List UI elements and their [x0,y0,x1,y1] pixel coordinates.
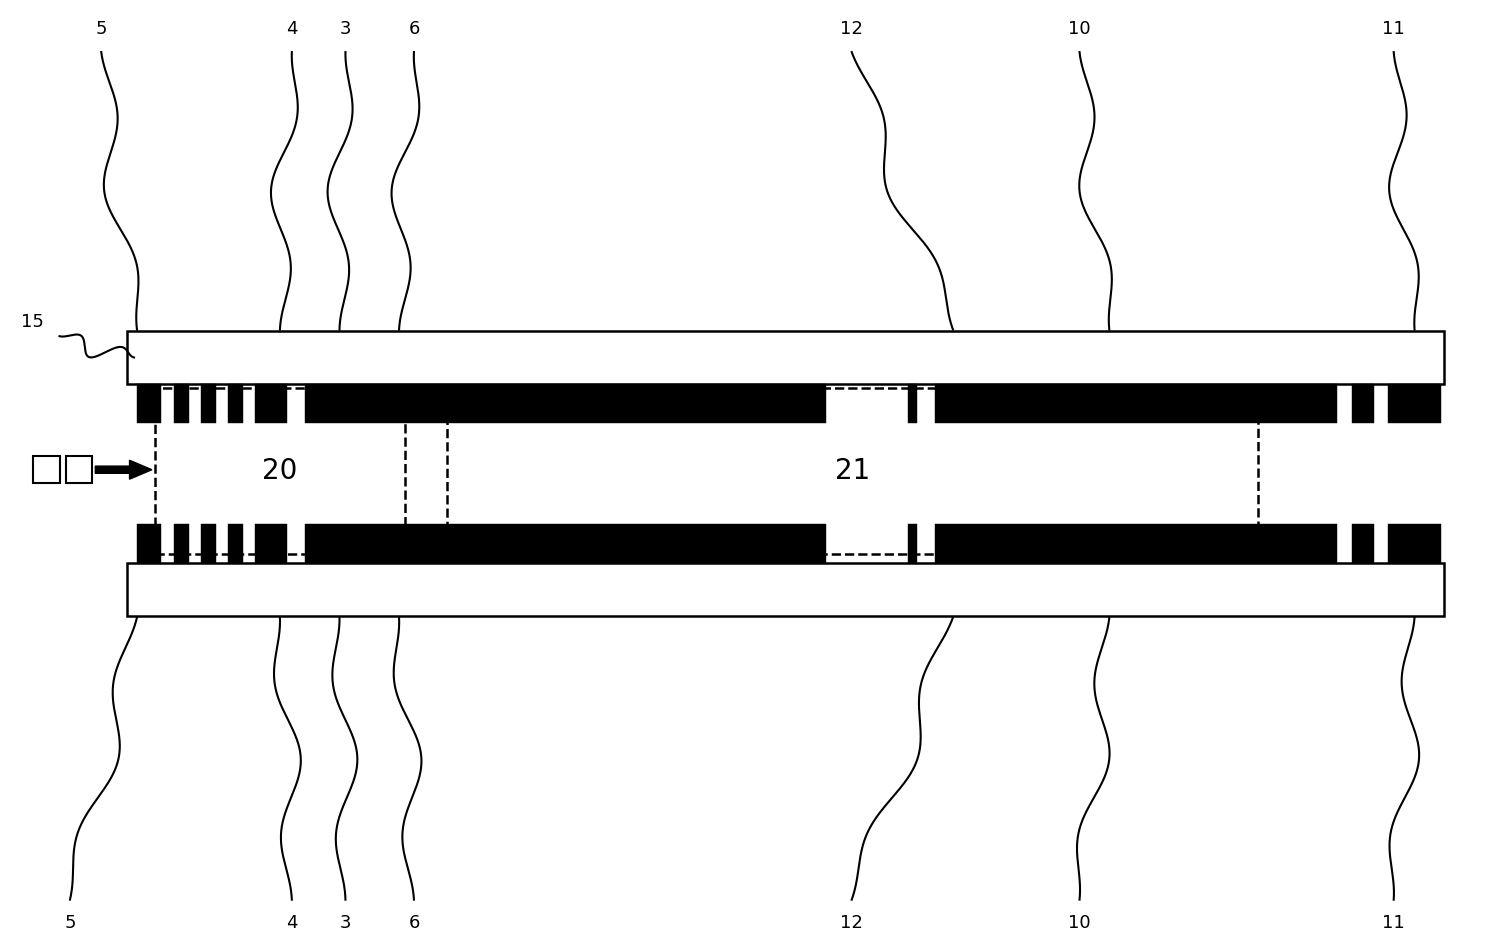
Text: 12: 12 [840,914,864,932]
Bar [908,524,917,563]
Bar [1352,524,1374,563]
Bar [201,384,216,423]
FancyArrow shape [95,460,152,479]
Bar [1352,384,1374,423]
Text: 11: 11 [1382,914,1406,932]
Bar [228,524,243,563]
Bar [1388,524,1441,563]
Bar [127,563,1444,616]
Text: 3: 3 [339,914,351,932]
Text: 5: 5 [64,914,76,932]
Bar [1388,384,1441,423]
Bar [174,384,189,423]
Bar [155,388,405,554]
Bar [127,331,1444,384]
Bar [228,384,243,423]
Text: 6: 6 [408,914,420,932]
Text: 11: 11 [1382,20,1406,38]
Bar [935,524,1337,563]
Text: 4: 4 [286,20,298,38]
Text: 15: 15 [21,313,45,331]
Text: 21: 21 [835,457,870,485]
Bar [255,524,287,563]
Bar [447,388,1258,554]
Bar [255,384,287,423]
Text: 20: 20 [262,457,298,485]
Bar [305,524,826,563]
Text: 4: 4 [286,914,298,932]
Bar [137,384,161,423]
Text: 5: 5 [95,20,107,38]
Bar [908,384,917,423]
Text: 3: 3 [339,20,351,38]
Bar [66,456,92,483]
Bar [201,524,216,563]
Text: 10: 10 [1068,914,1091,932]
Bar [33,456,60,483]
Text: 6: 6 [408,20,420,38]
Bar [305,384,826,423]
Bar [174,524,189,563]
Text: 12: 12 [840,20,864,38]
Text: 10: 10 [1068,20,1091,38]
Bar [137,524,161,563]
Bar [935,384,1337,423]
